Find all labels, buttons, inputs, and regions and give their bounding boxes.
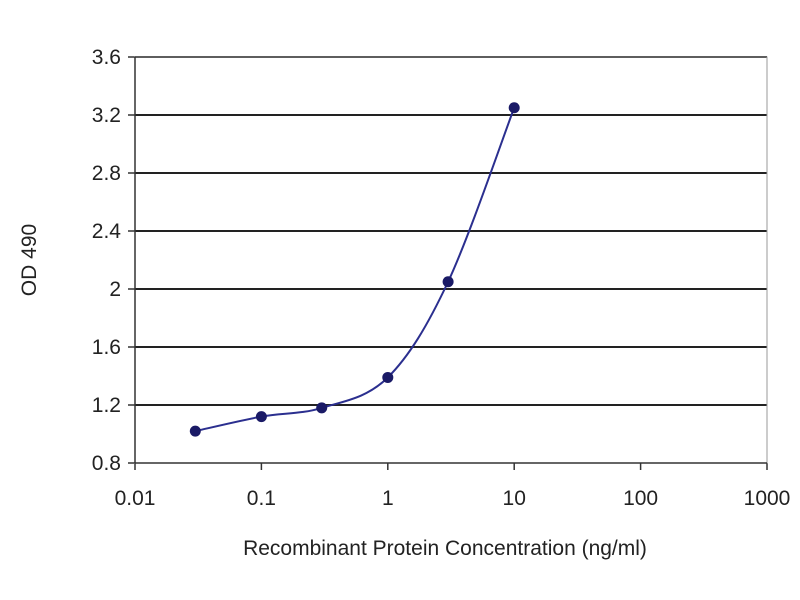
x-tick-label: 100	[623, 487, 658, 510]
data-point	[316, 402, 328, 414]
axes	[128, 56, 768, 470]
y-tick-label: 1.6	[92, 336, 121, 359]
y-tick-label: 2.8	[92, 162, 121, 185]
plot-area-border	[134, 56, 768, 464]
y-tick-label: 3.6	[92, 46, 121, 69]
x-tick-label: 1	[382, 487, 394, 510]
series-line	[195, 107, 516, 433]
y-tick-label: 3.2	[92, 104, 121, 127]
x-axis-title: Recombinant Protein Concentration (ng/ml…	[243, 537, 647, 560]
series-layer	[189, 102, 520, 437]
y-axis-title: OD 490	[18, 224, 41, 296]
y-tick-label: 2	[109, 278, 121, 301]
data-point	[508, 102, 520, 114]
y-tick-label: 2.4	[92, 220, 122, 243]
y-tick-label: 1.2	[92, 394, 121, 417]
y-tick-labels: 0.8 1.2 1.6 2 2.4 2.8 3.2 3.6	[92, 46, 122, 475]
x-tick-label: 0.1	[247, 487, 276, 510]
gridlines	[135, 56, 767, 406]
y-tick-label: 0.8	[92, 452, 121, 475]
data-point	[255, 411, 267, 423]
data-point	[382, 371, 394, 383]
x-tick-label: 1000	[744, 487, 791, 510]
x-tick-label: 10	[503, 487, 526, 510]
x-tick-labels: 0.01 0.1 1 10 100 1000	[115, 487, 791, 510]
data-point	[189, 425, 201, 437]
data-point	[442, 276, 454, 288]
x-tick-label: 0.01	[115, 487, 156, 510]
